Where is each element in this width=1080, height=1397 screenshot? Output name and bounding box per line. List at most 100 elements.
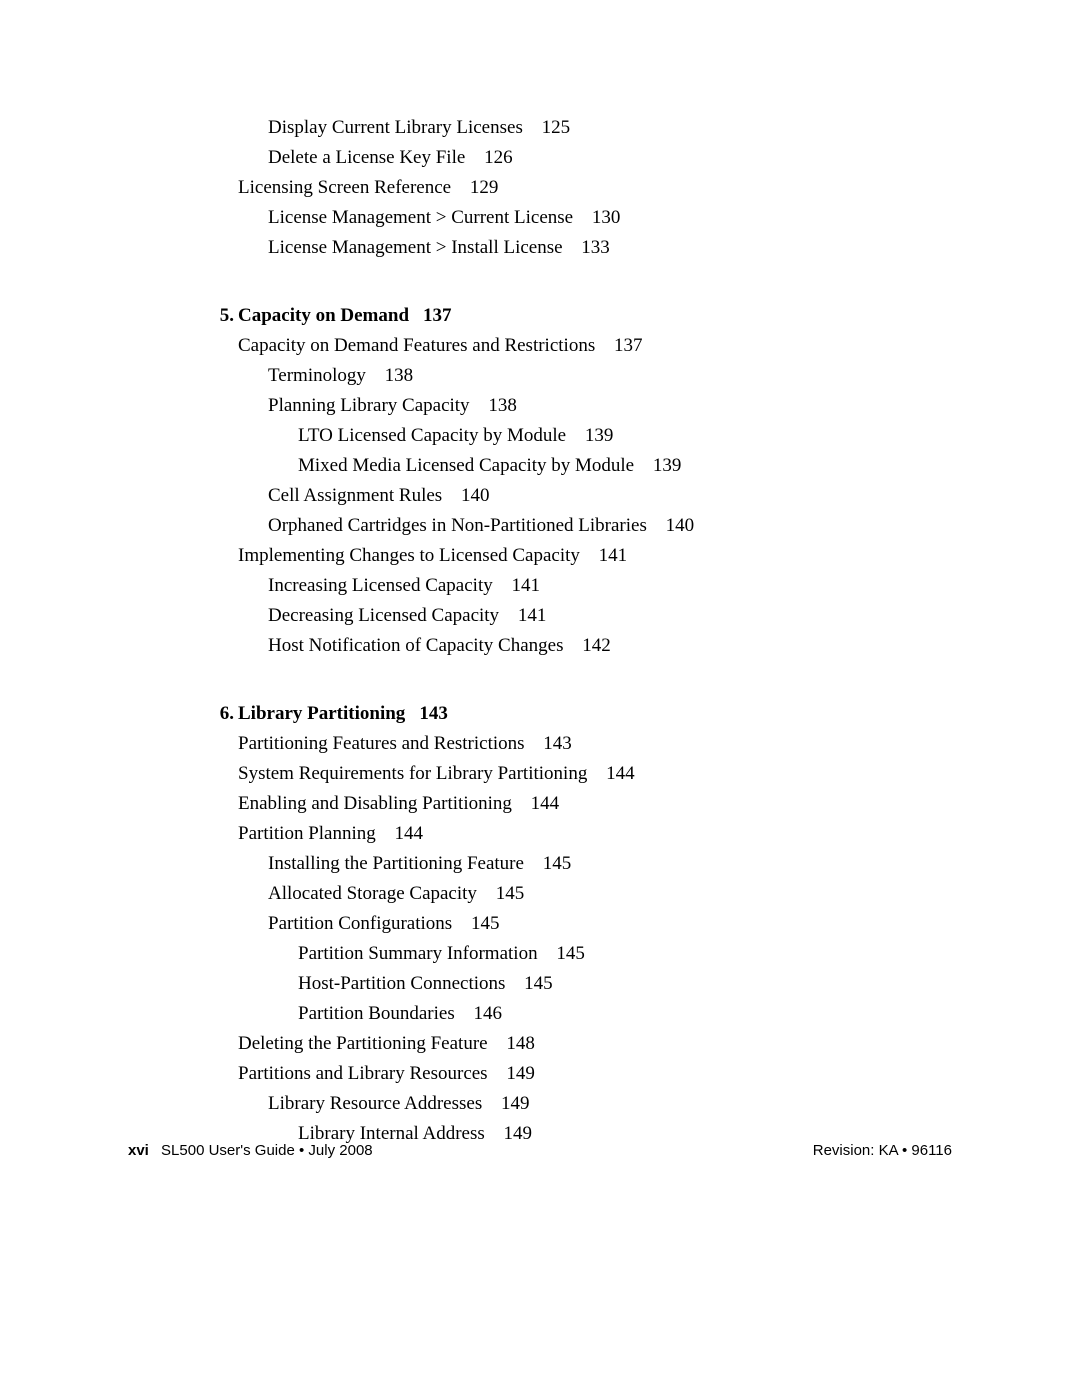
toc-text: Increasing Licensed Capacity: [268, 575, 493, 596]
toc-entry: Terminology 138: [238, 361, 958, 391]
toc-text: Implementing Changes to Licensed Capacit…: [238, 545, 580, 566]
toc-entry: Cell Assignment Rules 140: [238, 481, 958, 511]
toc-page: 145: [496, 879, 525, 909]
toc-entry: Installing the Partitioning Feature 145: [238, 849, 958, 879]
toc-page: 144: [606, 759, 635, 789]
toc-entry: Planning Library Capacity 138: [238, 391, 958, 421]
toc-page: 140: [666, 511, 695, 541]
section-gap: [238, 661, 958, 699]
footer-revision-code: 96116: [911, 1142, 952, 1159]
chapter-page: 137: [423, 301, 452, 331]
toc-entry: Partition Planning 144: [238, 819, 958, 849]
toc-page: 148: [506, 1029, 535, 1059]
toc-page: 138: [385, 361, 414, 391]
toc-text: Deleting the Partitioning Feature: [238, 1033, 488, 1054]
toc-page: 146: [473, 999, 502, 1029]
toc-entry: Partitions and Library Resources 149: [238, 1059, 958, 1089]
toc-page: 140: [461, 481, 490, 511]
chapter-title: Library Partitioning: [238, 699, 405, 729]
toc-page: 149: [501, 1089, 530, 1119]
toc-entry: Licensing Screen Reference 129: [238, 173, 958, 203]
toc-entry: Deleting the Partitioning Feature 148: [238, 1029, 958, 1059]
toc-text: Partition Boundaries: [298, 1003, 455, 1024]
toc-text: LTO Licensed Capacity by Module: [298, 425, 566, 446]
toc-entry: Capacity on Demand Features and Restrict…: [238, 331, 958, 361]
toc-page: 145: [556, 939, 585, 969]
toc-page: 141: [599, 541, 628, 571]
toc-page: 126: [484, 143, 513, 173]
toc-entry: License Management > Current License 130: [238, 203, 958, 233]
toc-text: Installing the Partitioning Feature: [268, 853, 524, 874]
footer-doc-title: SL500 User's Guide: [161, 1142, 295, 1159]
chapter-heading: 5. Capacity on Demand 137: [238, 301, 958, 331]
toc-page: 149: [506, 1059, 535, 1089]
toc-entry: Increasing Licensed Capacity 141: [238, 571, 958, 601]
toc-text: Host-Partition Connections: [298, 973, 505, 994]
toc-text: Delete a License Key File: [268, 147, 465, 168]
toc-entry: Host Notification of Capacity Changes 14…: [238, 631, 958, 661]
toc-page: 142: [582, 631, 611, 661]
toc-text: Allocated Storage Capacity: [268, 883, 477, 904]
toc-page: 141: [511, 571, 540, 601]
toc-entry: Delete a License Key File 126: [238, 143, 958, 173]
toc-page: 133: [581, 233, 610, 263]
toc-entry: Allocated Storage Capacity 145: [238, 879, 958, 909]
toc-entry: Partition Configurations 145: [238, 909, 958, 939]
toc-page: 143: [543, 729, 572, 759]
toc-text: Mixed Media Licensed Capacity by Module: [298, 455, 634, 476]
page: Display Current Library Licenses 125 Del…: [0, 0, 1080, 1397]
toc-page: 130: [592, 203, 621, 233]
toc-text: Partition Summary Information: [298, 943, 538, 964]
toc-entry: Implementing Changes to Licensed Capacit…: [238, 541, 958, 571]
footer-left: xvi SL500 User's Guide • July 2008: [128, 1142, 373, 1159]
toc-entry: Library Resource Addresses 149: [238, 1089, 958, 1119]
toc-page: 139: [585, 421, 614, 451]
toc-text: Partitioning Features and Restrictions: [238, 733, 525, 754]
toc-entry: Partitioning Features and Restrictions 1…: [238, 729, 958, 759]
toc-text: Partitions and Library Resources: [238, 1063, 488, 1084]
footer-right: Revision: KA • 96116: [813, 1142, 952, 1159]
toc-page: 138: [488, 391, 517, 421]
toc-text: Library Internal Address: [298, 1123, 485, 1144]
toc-entry: LTO Licensed Capacity by Module 139: [238, 421, 958, 451]
toc-text: Library Resource Addresses: [268, 1093, 482, 1114]
toc-text: System Requirements for Library Partitio…: [238, 763, 587, 784]
toc-page: 144: [395, 819, 424, 849]
footer-date: July 2008: [308, 1142, 372, 1159]
footer-page-number: xvi: [128, 1142, 149, 1159]
toc-text: Display Current Library Licenses: [268, 117, 523, 138]
toc-page: 144: [531, 789, 560, 819]
toc-text: License Management > Install License: [268, 237, 563, 258]
toc-text: Decreasing Licensed Capacity: [268, 605, 499, 626]
toc-page: 139: [653, 451, 682, 481]
toc-text: Licensing Screen Reference: [238, 177, 451, 198]
chapter-number: 5.: [204, 301, 234, 331]
toc-text: Cell Assignment Rules: [268, 485, 442, 506]
footer-separator: •: [299, 1142, 304, 1159]
toc-entry: Display Current Library Licenses 125: [238, 113, 958, 143]
toc-page: 125: [542, 113, 571, 143]
toc-entry: Enabling and Disabling Partitioning 144: [238, 789, 958, 819]
toc-page: 145: [543, 849, 572, 879]
toc-entry: Partition Boundaries 146: [238, 999, 958, 1029]
toc-entry: Partition Summary Information 145: [238, 939, 958, 969]
toc-text: Planning Library Capacity: [268, 395, 470, 416]
toc-text: Terminology: [268, 365, 366, 386]
toc-page: 145: [471, 909, 500, 939]
toc-entry: License Management > Install License 133: [238, 233, 958, 263]
toc-text: Enabling and Disabling Partitioning: [238, 793, 512, 814]
toc-entry: System Requirements for Library Partitio…: [238, 759, 958, 789]
toc-text: Orphaned Cartridges in Non-Partitioned L…: [268, 515, 647, 536]
toc-text: License Management > Current License: [268, 207, 573, 228]
toc-entry: Mixed Media Licensed Capacity by Module …: [238, 451, 958, 481]
section-gap: [238, 263, 958, 301]
toc-text: Partition Configurations: [268, 913, 452, 934]
toc-page: 149: [504, 1119, 533, 1149]
toc-text: Host Notification of Capacity Changes: [268, 635, 564, 656]
toc-text: Partition Planning: [238, 823, 376, 844]
toc-entry: Host-Partition Connections 145: [238, 969, 958, 999]
toc-entry: Orphaned Cartridges in Non-Partitioned L…: [238, 511, 958, 541]
toc-entry: Decreasing Licensed Capacity 141: [238, 601, 958, 631]
footer-separator: •: [902, 1142, 907, 1159]
toc-page: 129: [470, 173, 499, 203]
